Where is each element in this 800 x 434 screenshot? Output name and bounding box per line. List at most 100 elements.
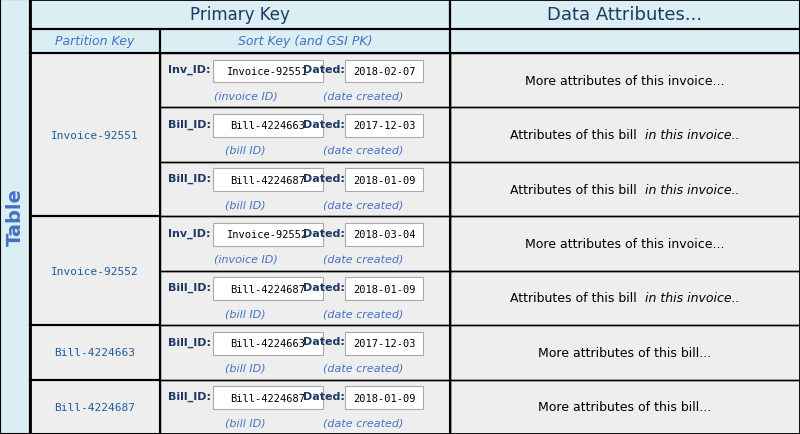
Text: (bill ID): (bill ID) [225, 417, 266, 427]
Text: Bill-4224687: Bill-4224687 [230, 175, 306, 185]
Bar [450, 30, 800, 54]
Bar [160, 30, 450, 54]
Bar [213, 169, 323, 192]
Bar [450, 380, 800, 434]
Bar [160, 30, 450, 54]
Text: (bill ID): (bill ID) [225, 200, 266, 210]
Text: Partition Key: Partition Key [55, 36, 134, 48]
Bar [213, 115, 323, 138]
Bar [213, 386, 323, 409]
Text: Bill-4224663: Bill-4224663 [54, 348, 135, 358]
Text: Dated:: Dated: [303, 337, 345, 347]
Bar [346, 278, 423, 300]
Text: Bill-4224663: Bill-4224663 [230, 121, 306, 131]
Bar [0, 0, 30, 434]
Bar [30, 217, 160, 326]
Text: (bill ID): (bill ID) [225, 363, 266, 373]
Bar [213, 115, 323, 138]
Bar [160, 380, 450, 434]
Bar [346, 60, 423, 83]
Bar [30, 380, 160, 434]
Bar [160, 108, 450, 162]
Bar [346, 332, 423, 355]
Text: Invoice-92552: Invoice-92552 [227, 230, 309, 240]
Text: in this invoice..: in this invoice.. [645, 183, 739, 196]
Text: Dated:: Dated: [303, 283, 345, 293]
Bar [450, 326, 800, 380]
Bar [346, 224, 423, 246]
Text: in this invoice..: in this invoice.. [645, 129, 739, 142]
Text: Attributes of this bill: Attributes of this bill [510, 183, 641, 196]
Bar [30, 217, 160, 326]
Text: More attributes of this bill...: More attributes of this bill... [538, 400, 712, 413]
Text: (date created): (date created) [323, 417, 403, 427]
Text: (invoice ID): (invoice ID) [214, 91, 278, 101]
Text: More attributes of this bill...: More attributes of this bill... [538, 346, 712, 359]
Bar [450, 271, 800, 326]
Bar [450, 54, 800, 108]
Bar [30, 54, 160, 217]
Bar [213, 224, 323, 246]
Bar [346, 169, 423, 192]
Bar [160, 326, 450, 380]
Text: (date created): (date created) [323, 254, 403, 264]
Bar [30, 326, 160, 380]
Text: (invoice ID): (invoice ID) [214, 254, 278, 264]
Bar [213, 278, 323, 300]
Text: Dated:: Dated: [303, 391, 345, 401]
Bar [213, 169, 323, 192]
Bar [213, 224, 323, 246]
Text: Inv_ID:: Inv_ID: [168, 65, 210, 75]
Bar [213, 278, 323, 300]
Text: Dated:: Dated: [303, 174, 345, 184]
Bar [213, 386, 323, 409]
Bar [30, 0, 450, 30]
Bar [450, 217, 800, 271]
Bar [30, 380, 160, 434]
Text: 2017-12-03: 2017-12-03 [353, 339, 415, 349]
Text: Invoice-92551: Invoice-92551 [227, 67, 309, 77]
Bar [160, 217, 450, 271]
Bar [450, 0, 800, 30]
Bar [346, 278, 423, 300]
Bar [346, 169, 423, 192]
Text: Attributes of this bill: Attributes of this bill [510, 129, 641, 142]
Bar [160, 54, 450, 108]
Text: (date created): (date created) [323, 91, 403, 101]
Bar [30, 30, 160, 54]
Text: (bill ID): (bill ID) [225, 309, 266, 319]
Bar [346, 224, 423, 246]
Bar [160, 380, 450, 434]
Bar [450, 380, 800, 434]
Bar [160, 217, 450, 271]
Bar [346, 115, 423, 138]
Text: Bill-4224687: Bill-4224687 [230, 393, 306, 403]
Text: 2018-02-07: 2018-02-07 [353, 67, 415, 77]
Bar [30, 0, 450, 30]
Text: Sort Key (and GSI PK): Sort Key (and GSI PK) [238, 36, 372, 48]
Bar [160, 271, 450, 326]
Bar [346, 332, 423, 355]
Bar [450, 162, 800, 217]
Text: Bill_ID:: Bill_ID: [168, 119, 211, 130]
Text: (date created): (date created) [323, 145, 403, 155]
Text: 2018-03-04: 2018-03-04 [353, 230, 415, 240]
Text: (date created): (date created) [323, 363, 403, 373]
Text: Invoice-92551: Invoice-92551 [51, 130, 139, 140]
Text: (date created): (date created) [323, 309, 403, 319]
Bar [213, 60, 323, 83]
Bar [160, 271, 450, 326]
Text: More attributes of this invoice...: More attributes of this invoice... [526, 237, 725, 250]
Text: 2018-01-09: 2018-01-09 [353, 175, 415, 185]
Bar [450, 0, 800, 30]
Text: Invoice-92552: Invoice-92552 [51, 266, 139, 276]
Bar [160, 108, 450, 162]
Bar [0, 0, 30, 434]
Text: Dated:: Dated: [303, 65, 345, 75]
Bar [30, 54, 160, 217]
Bar [213, 60, 323, 83]
Text: 2017-12-03: 2017-12-03 [353, 121, 415, 131]
Text: Bill-4224687: Bill-4224687 [54, 402, 135, 412]
Text: (bill ID): (bill ID) [225, 145, 266, 155]
Bar [450, 217, 800, 271]
